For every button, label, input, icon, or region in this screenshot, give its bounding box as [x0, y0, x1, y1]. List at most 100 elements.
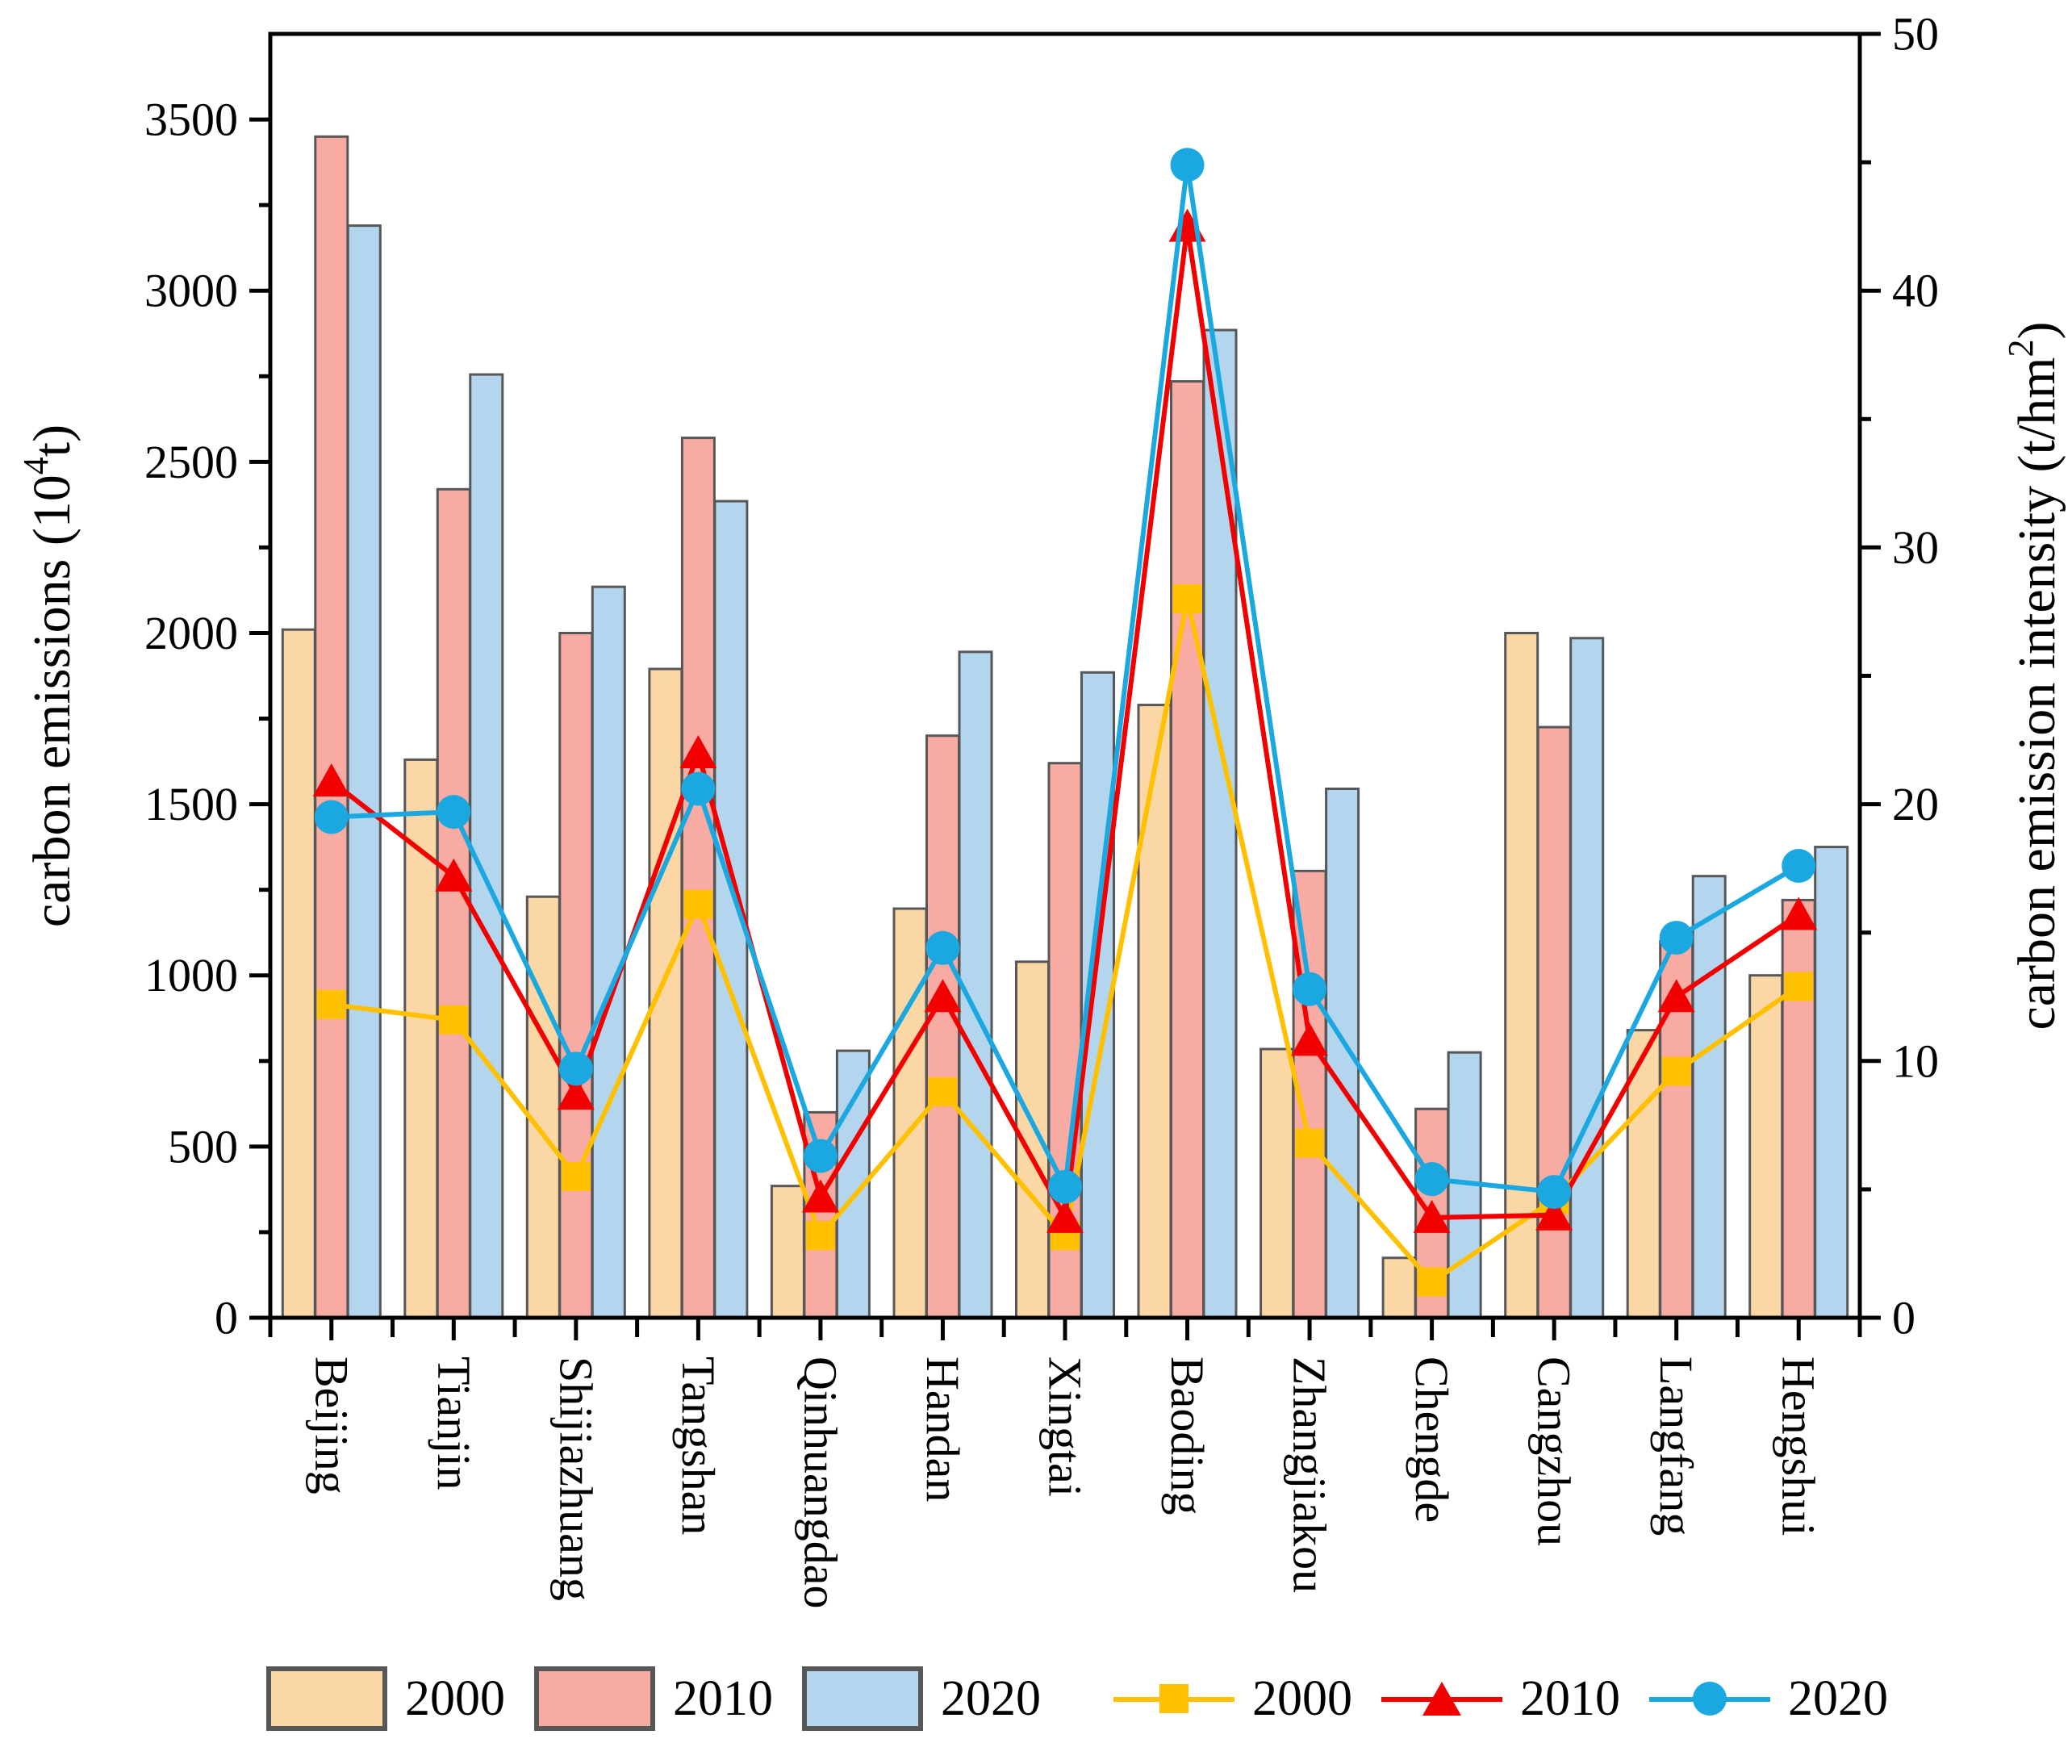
marker-square-Chengde-2000 [1417, 1267, 1447, 1297]
bar-Hengshui-2020 [1814, 846, 1849, 1319]
bar-Beijing-2010 [314, 135, 349, 1319]
x-label-Tianjin: Tianjin [428, 1356, 480, 1490]
bar-Baoding-2000 [1137, 704, 1172, 1319]
legend-swatch-2010 [534, 1666, 655, 1731]
square-marker-icon [1113, 1674, 1234, 1723]
marker-circle-Qinhuangdao-2020 [803, 1139, 838, 1173]
right-axis-title: carbon emission intensity (t/hm2) [2001, 321, 2066, 1030]
right-tick-label: 40 [1892, 265, 1939, 317]
bar-Qinhuangdao-2000 [770, 1185, 805, 1319]
bar-Langfang-2020 [1691, 875, 1727, 1319]
left-tick-label: 3000 [144, 265, 238, 317]
left-tick-label: 500 [168, 1120, 238, 1173]
marker-triangle-Cangzhou-2010 [1535, 1197, 1573, 1231]
triangle-marker-icon [1381, 1674, 1502, 1723]
legend-label: 2020 [941, 1671, 1041, 1726]
marker-circle-Langfang-2020 [1659, 921, 1694, 955]
bar-Shijiazhuang-2010 [558, 632, 594, 1319]
x-label-Langfang: Langfang [1650, 1356, 1702, 1536]
x-label-Xingtai: Xingtai [1039, 1356, 1092, 1497]
legend: 2000 2010 2020 2000 2010 [0, 1638, 2072, 1759]
marker-circle-Handan-2020 [925, 930, 960, 965]
marker-circle-Beijing-2020 [314, 800, 349, 834]
marker-triangle-Tangshan-2010 [679, 734, 717, 768]
bar-Hengshui-2010 [1781, 898, 1816, 1319]
right-tick-label: 30 [1892, 521, 1939, 574]
legend-item-bar-2020: 2020 [802, 1666, 1041, 1731]
legend-item-line-2000: 2000 [1113, 1674, 1352, 1724]
legend-item-bar-2010: 2010 [534, 1666, 773, 1731]
left-tick-label: 1000 [144, 949, 238, 1001]
x-label-Tangshan: Tangshan [672, 1356, 725, 1535]
marker-square-Qinhuangdao-2000 [805, 1221, 835, 1251]
marker-square-Langfang-2000 [1661, 1056, 1691, 1086]
marker-circle-Shijiazhuang-2020 [558, 1051, 593, 1086]
marker-circle-Zhangjiakou-2020 [1293, 972, 1327, 1006]
x-label-Qinhuangdao: Qinhuangdao [794, 1356, 846, 1609]
legend-item-bar-2000: 2000 [266, 1666, 505, 1731]
bar-Tangshan-2000 [648, 667, 683, 1319]
marker-triangle-Langfang-2010 [1657, 979, 1695, 1013]
right-tick-label: 10 [1892, 1035, 1939, 1087]
marker-square-Zhangjiakou-2000 [1295, 1128, 1325, 1158]
bar-Baoding-2020 [1202, 328, 1238, 1319]
left-tick-label: 3500 [144, 94, 238, 146]
bars-2000 [281, 628, 1784, 1319]
left-tick-label: 1500 [144, 778, 238, 830]
bar-Tianjin-2020 [469, 373, 504, 1319]
bar-Baoding-2010 [1170, 380, 1205, 1319]
legend-label: 2020 [1788, 1671, 1888, 1726]
circle-marker-icon [1649, 1674, 1770, 1723]
x-label-Cangzhou: Cangzhou [1528, 1356, 1581, 1546]
marker-square-Tianjin-2000 [439, 1005, 469, 1035]
marker-triangle-Handan-2010 [924, 979, 962, 1013]
line-2020 [314, 148, 1816, 1210]
marker-square-Shijiazhuang-2000 [561, 1161, 591, 1191]
chart-canvas: 0 500 1000 1500 2000 2500 3000 3500 0 10 20 30 40 50 B… [16, 8, 2066, 1609]
bar-Handan-2000 [892, 907, 928, 1319]
legend-label: 2010 [1520, 1671, 1620, 1726]
right-tick-label: 50 [1892, 8, 1939, 61]
bar-Tianjin-2010 [436, 487, 471, 1319]
x-label-Handan: Handan [917, 1356, 969, 1502]
marker-triangle-Shijiazhuang-2010 [557, 1076, 595, 1110]
plot-frame [268, 31, 1862, 1320]
marker-circle-Chengde-2020 [1414, 1162, 1449, 1197]
marker-circle-Xingtai-2020 [1048, 1169, 1082, 1204]
legend-label: 2000 [1252, 1671, 1352, 1726]
x-label-Zhangjiakou: Zhangjiakou [1284, 1356, 1336, 1593]
bar-Chengde-2000 [1381, 1256, 1417, 1319]
legend-swatch-2020 [802, 1666, 923, 1731]
marker-square-Handan-2000 [928, 1076, 958, 1106]
marker-square-Tangshan-2000 [683, 889, 713, 919]
marker-circle-Cangzhou-2020 [1537, 1175, 1572, 1210]
marker-triangle-Beijing-2010 [312, 763, 350, 796]
x-label-Chengde: Chengde [1406, 1356, 1458, 1523]
right-tick-label: 20 [1892, 778, 1939, 830]
marker-triangle-Tianjin-2010 [435, 858, 473, 892]
line-2000 [316, 584, 1814, 1297]
legend-label: 2010 [673, 1671, 773, 1726]
marker-square-Baoding-2000 [1172, 584, 1202, 614]
x-label-Shijiazhuang: Shijiazhuang [549, 1356, 602, 1601]
bars-2020 [346, 224, 1849, 1319]
bar-Hengshui-2000 [1748, 974, 1784, 1319]
marker-square-Hengshui-2000 [1784, 972, 1814, 1001]
right-tick-label: 0 [1892, 1292, 1915, 1344]
x-label-Beijing: Beijing [305, 1356, 357, 1494]
marker-circle-Baoding-2020 [1170, 148, 1205, 182]
bar-Tangshan-2010 [680, 437, 716, 1319]
legend-label: 2000 [405, 1671, 505, 1726]
bar-Handan-2010 [925, 734, 960, 1319]
left-tick-label: 2500 [144, 436, 238, 488]
marker-triangle-Zhangjiakou-2010 [1291, 1022, 1329, 1056]
marker-circle-Tangshan-2020 [681, 771, 716, 806]
legend-swatch-2000 [266, 1666, 387, 1731]
marker-circle-Tianjin-2020 [437, 795, 471, 830]
left-tick-label: 2000 [144, 607, 238, 659]
marker-circle-Hengshui-2020 [1782, 848, 1816, 883]
left-axis-title: carbon emissions (104t) [16, 424, 81, 927]
bar-Shijiazhuang-2020 [591, 585, 626, 1319]
left-tick-label: 0 [215, 1292, 238, 1344]
